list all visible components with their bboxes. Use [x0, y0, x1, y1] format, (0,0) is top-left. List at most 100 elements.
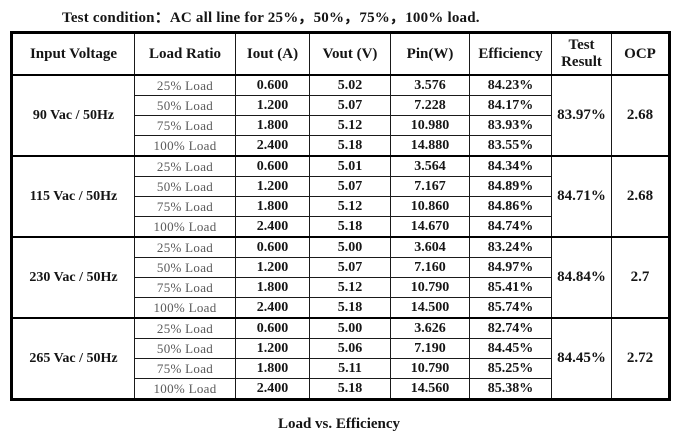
- vout-cell: 5.18: [309, 378, 391, 400]
- load-ratio-cell: 100% Load: [134, 297, 236, 319]
- pin-cell: 7.160: [390, 257, 470, 278]
- iout-cell: 1.800: [235, 277, 310, 298]
- iout-cell: 0.600: [235, 236, 310, 258]
- iout-cell: 1.800: [235, 115, 310, 136]
- header-ocp: OCP: [611, 32, 670, 76]
- efficiency-table: Input Voltage Load Ratio Iout (A) Vout (…: [10, 31, 671, 401]
- input-voltage-cell: 265 Vac / 50Hz: [11, 317, 135, 400]
- pin-cell: 10.790: [390, 277, 470, 298]
- pin-cell: 3.604: [390, 236, 470, 258]
- efficiency-cell: 84.45%: [469, 338, 552, 359]
- header-vout: Vout (V): [309, 32, 391, 76]
- table-row: 265 Vac / 50Hz 25% Load 0.600 5.00 3.626 82.7…: [11, 317, 670, 400]
- table-row: 100% Load 2.400 5.18 14.880 83.55%: [12, 135, 670, 157]
- vout-cell: 5.18: [309, 135, 391, 157]
- iout-cell: 2.400: [235, 378, 310, 400]
- vout-cell: 5.11: [309, 358, 391, 379]
- test-condition-text: Test condition：AC all line for 25%，50%，7…: [62, 10, 480, 26]
- test-result-cell: 84.84%: [551, 236, 612, 319]
- load-ratio-cell: 25% Load: [134, 236, 236, 258]
- iout-cell: 1.800: [235, 358, 310, 379]
- vout-cell: 5.12: [309, 277, 391, 298]
- efficiency-cell: 84.89%: [469, 176, 552, 197]
- vout-cell: 5.07: [309, 176, 391, 197]
- vout-cell: 5.06: [309, 338, 391, 359]
- input-voltage-cell: 230 Vac / 50Hz: [11, 236, 135, 319]
- table-row: 50% Load 1.200 5.06 7.190 84.45%: [12, 338, 670, 359]
- pin-cell: 10.980: [390, 115, 470, 136]
- table-row: 50% Load 1.200 5.07 7.167 84.89%: [12, 176, 670, 197]
- header-efficiency: Efficiency: [469, 32, 552, 76]
- test-result-cell: 84.45%: [551, 317, 612, 400]
- vout-cell: 5.00: [309, 236, 391, 258]
- pin-cell: 14.880: [390, 135, 470, 157]
- pin-cell: 3.564: [390, 155, 470, 177]
- pin-cell: 3.626: [390, 317, 470, 339]
- load-ratio-cell: 100% Load: [134, 216, 236, 238]
- table-row: 75% Load 1.800 5.12 10.860 84.86%: [12, 196, 670, 217]
- efficiency-cell: 83.93%: [469, 115, 552, 136]
- header-iout: Iout (A): [235, 32, 310, 76]
- efficiency-cell: 85.74%: [469, 297, 552, 319]
- load-ratio-cell: 50% Load: [134, 176, 236, 197]
- efficiency-cell: 83.55%: [469, 135, 552, 157]
- pin-cell: 7.228: [390, 95, 470, 116]
- efficiency-cell: 84.97%: [469, 257, 552, 278]
- header-input-voltage: Input Voltage: [11, 32, 135, 76]
- iout-cell: 2.400: [235, 297, 310, 319]
- efficiency-cell: 85.41%: [469, 277, 552, 298]
- load-ratio-cell: 50% Load: [134, 95, 236, 116]
- table-row: 75% Load 1.800 5.12 10.980 83.93%: [12, 115, 670, 136]
- load-ratio-cell: 50% Load: [134, 338, 236, 359]
- efficiency-cell: 84.86%: [469, 196, 552, 217]
- table-row: 115 Vac / 50Hz 25% Load 0.600 5.01 3.564 84.3…: [11, 155, 670, 238]
- efficiency-cell: 84.17%: [469, 95, 552, 116]
- load-ratio-cell: 25% Load: [134, 74, 236, 96]
- ocp-cell: 2.68: [611, 74, 670, 157]
- iout-cell: 2.400: [235, 135, 310, 157]
- input-voltage-cell: 90 Vac / 50Hz: [11, 74, 135, 157]
- input-voltage-cell: 115 Vac / 50Hz: [11, 155, 135, 238]
- efficiency-cell: 83.24%: [469, 236, 552, 258]
- efficiency-cell: 84.34%: [469, 155, 552, 177]
- table-row: 100% Load 2.400 5.18 14.560 85.38%: [12, 378, 670, 400]
- header-load-ratio: Load Ratio: [134, 32, 236, 76]
- ocp-cell: 2.7: [611, 236, 670, 319]
- efficiency-cell: 84.23%: [469, 74, 552, 96]
- iout-cell: 1.200: [235, 338, 310, 359]
- table-row: 90 Vac / 50Hz 25% Load 0.600 5.02 3.576 84.23…: [11, 74, 670, 157]
- vout-cell: 5.07: [309, 257, 391, 278]
- load-ratio-cell: 100% Load: [134, 378, 236, 400]
- load-ratio-cell: 25% Load: [134, 317, 236, 339]
- efficiency-cell: 85.25%: [469, 358, 552, 379]
- header-row: Input Voltage Load Ratio Iout (A) Vout (…: [11, 32, 670, 76]
- pin-cell: 14.560: [390, 378, 470, 400]
- vout-cell: 5.18: [309, 297, 391, 319]
- pin-cell: 10.790: [390, 358, 470, 379]
- efficiency-cell: 82.74%: [469, 317, 552, 339]
- efficiency-cell: 85.38%: [469, 378, 552, 400]
- load-ratio-cell: 100% Load: [134, 135, 236, 157]
- iout-cell: 1.200: [235, 95, 310, 116]
- vout-cell: 5.18: [309, 216, 391, 238]
- pin-cell: 10.860: [390, 196, 470, 217]
- table-body: 90 Vac / 50Hz 25% Load 0.600 5.02 3.576 84.23…: [11, 74, 670, 400]
- load-ratio-cell: 75% Load: [134, 358, 236, 379]
- ocp-cell: 2.68: [611, 155, 670, 238]
- table-row: 75% Load 1.800 5.12 10.790 85.41%: [12, 277, 670, 298]
- iout-cell: 1.800: [235, 196, 310, 217]
- iout-cell: 0.600: [235, 74, 310, 96]
- table-row: 75% Load 1.800 5.11 10.790 85.25%: [12, 358, 670, 379]
- vout-cell: 5.00: [309, 317, 391, 339]
- iout-cell: 1.200: [235, 176, 310, 197]
- table-row: 100% Load 2.400 5.18 14.670 84.74%: [12, 216, 670, 238]
- load-ratio-cell: 75% Load: [134, 196, 236, 217]
- table-row: 230 Vac / 50Hz 25% Load 0.600 5.00 3.604 83.2…: [11, 236, 670, 319]
- ocp-cell: 2.72: [611, 317, 670, 400]
- header-pin: Pin(W): [390, 32, 470, 76]
- iout-cell: 0.600: [235, 155, 310, 177]
- load-ratio-cell: 75% Load: [134, 277, 236, 298]
- header-test-result: Test Result: [551, 32, 612, 76]
- vout-cell: 5.02: [309, 74, 391, 96]
